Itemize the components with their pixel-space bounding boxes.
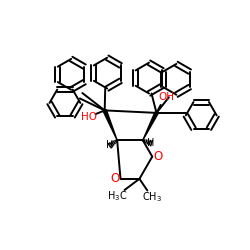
Text: CH$_3$: CH$_3$ — [142, 190, 162, 204]
Text: O: O — [110, 172, 120, 185]
Text: O: O — [153, 150, 162, 162]
Text: H: H — [106, 140, 114, 150]
Polygon shape — [143, 112, 158, 140]
Text: OH: OH — [158, 92, 174, 102]
Polygon shape — [103, 110, 117, 140]
Text: H: H — [147, 138, 154, 148]
Text: HO: HO — [80, 112, 96, 122]
Text: H$_3$C: H$_3$C — [107, 189, 127, 203]
